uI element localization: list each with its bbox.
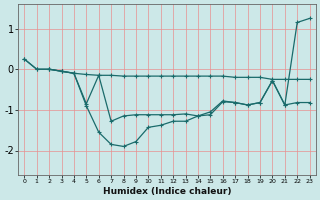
X-axis label: Humidex (Indice chaleur): Humidex (Indice chaleur)	[103, 187, 231, 196]
